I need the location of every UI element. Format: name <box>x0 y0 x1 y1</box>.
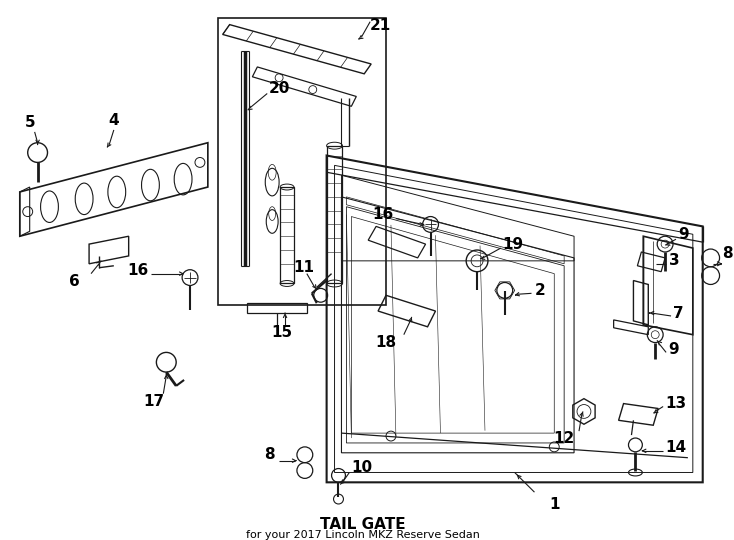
Text: 18: 18 <box>375 335 396 350</box>
Text: 21: 21 <box>370 18 391 33</box>
Text: 16: 16 <box>127 263 148 278</box>
Text: TAIL GATE: TAIL GATE <box>321 517 406 532</box>
Text: 14: 14 <box>665 441 686 455</box>
Text: 12: 12 <box>553 431 575 446</box>
Text: 5: 5 <box>24 115 35 130</box>
Text: 7: 7 <box>673 306 683 321</box>
Text: 1: 1 <box>549 497 559 512</box>
Text: 8: 8 <box>264 447 275 462</box>
Text: for your 2017 Lincoln MKZ Reserve Sedan: for your 2017 Lincoln MKZ Reserve Sedan <box>247 530 480 539</box>
Text: 15: 15 <box>272 325 293 340</box>
Text: 10: 10 <box>352 460 372 475</box>
Text: 19: 19 <box>503 237 524 252</box>
Text: 3: 3 <box>669 253 680 268</box>
Text: 9: 9 <box>668 342 679 357</box>
Text: 16: 16 <box>373 207 394 222</box>
Text: 4: 4 <box>109 113 119 128</box>
Text: 20: 20 <box>269 81 291 96</box>
Text: 8: 8 <box>722 246 733 261</box>
Text: 11: 11 <box>293 260 314 275</box>
Text: 6: 6 <box>69 274 79 289</box>
Text: 9: 9 <box>678 227 688 242</box>
Text: 2: 2 <box>534 283 545 298</box>
Text: 17: 17 <box>143 394 164 409</box>
Text: 13: 13 <box>665 396 686 411</box>
